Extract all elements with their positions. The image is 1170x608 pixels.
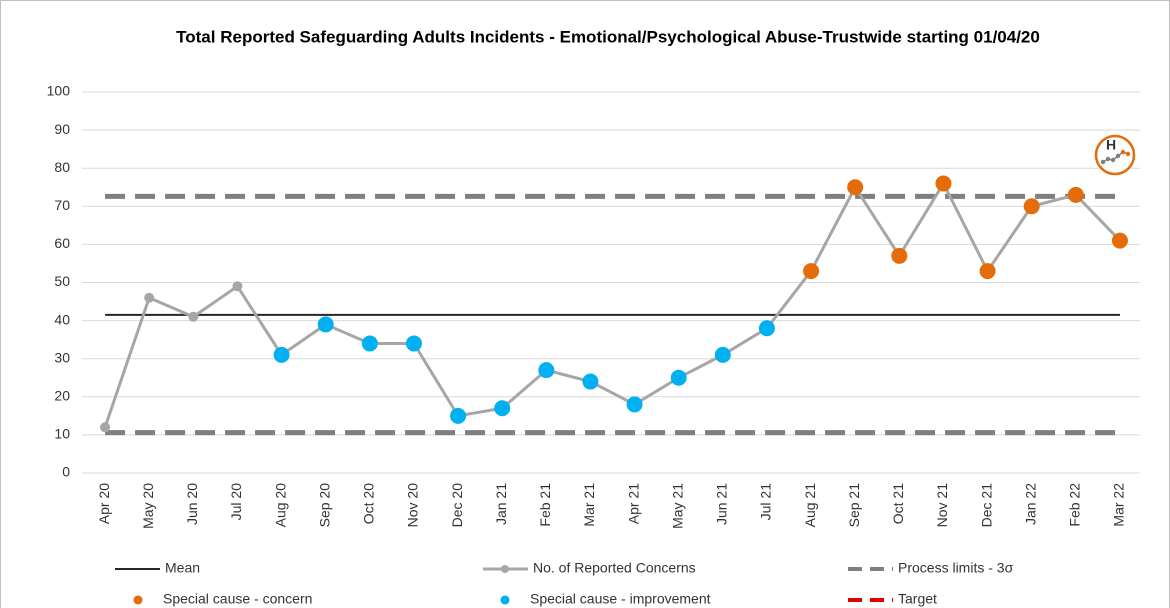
x-tick-label: Jan 21 bbox=[493, 483, 509, 525]
data-point bbox=[1067, 186, 1084, 203]
x-tick-label: Sep 21 bbox=[846, 483, 862, 528]
data-point bbox=[144, 292, 155, 303]
icon-dot bbox=[1110, 157, 1116, 163]
x-tick-label: Jul 20 bbox=[228, 483, 244, 521]
icon-dot bbox=[1105, 156, 1111, 162]
x-tick-label: Oct 21 bbox=[890, 483, 906, 524]
y-tick-label: 0 bbox=[62, 464, 70, 480]
x-tick-label: Jan 22 bbox=[1022, 483, 1038, 525]
x-tick-label: Aug 20 bbox=[272, 483, 288, 528]
legend-marker bbox=[133, 595, 143, 605]
data-point bbox=[758, 320, 775, 337]
data-point bbox=[361, 335, 378, 352]
data-point bbox=[317, 316, 334, 333]
y-tick-label: 50 bbox=[54, 273, 70, 289]
data-point bbox=[188, 311, 199, 322]
variation-icon bbox=[1094, 134, 1136, 176]
legend-label: Target bbox=[898, 591, 937, 607]
data-point bbox=[450, 407, 467, 424]
y-tick-label: 10 bbox=[54, 426, 70, 442]
data-point bbox=[847, 179, 864, 196]
x-tick-label: Dec 20 bbox=[449, 483, 465, 528]
icon-dot bbox=[1125, 151, 1131, 157]
y-tick-label: 60 bbox=[54, 235, 70, 251]
x-tick-label: May 21 bbox=[669, 483, 685, 529]
x-tick-label: Nov 20 bbox=[405, 483, 421, 528]
legend-label: Special cause - concern bbox=[163, 591, 312, 607]
data-point bbox=[494, 400, 511, 417]
data-point bbox=[538, 362, 555, 379]
legend-label: Mean bbox=[165, 560, 200, 576]
icon-dot bbox=[1115, 153, 1121, 159]
data-point bbox=[1111, 232, 1128, 249]
legend-label: No. of Reported Concerns bbox=[533, 560, 696, 576]
data-point bbox=[935, 175, 952, 192]
x-tick-label: Nov 21 bbox=[934, 483, 950, 528]
data-point bbox=[979, 263, 996, 280]
x-tick-label: Apr 21 bbox=[625, 483, 641, 524]
y-tick-label: 20 bbox=[54, 388, 70, 404]
y-tick-label: 40 bbox=[54, 311, 70, 327]
y-tick-label: 70 bbox=[54, 197, 70, 213]
series-line bbox=[103, 180, 1122, 428]
x-tick-label: Sep 20 bbox=[316, 483, 332, 528]
data-point bbox=[803, 263, 820, 280]
x-tick-label: Oct 20 bbox=[361, 483, 377, 524]
data-point bbox=[891, 247, 908, 264]
data-point bbox=[582, 373, 599, 390]
x-tick-label: May 20 bbox=[140, 483, 156, 529]
x-tick-label: Mar 21 bbox=[581, 483, 597, 527]
x-tick-label: Dec 21 bbox=[978, 483, 994, 528]
x-tick-label: Mar 22 bbox=[1111, 483, 1127, 527]
x-tick-label: Jun 20 bbox=[184, 483, 200, 525]
icon-dot bbox=[1120, 149, 1126, 155]
legend-label: Process limits - 3σ bbox=[898, 560, 1014, 576]
x-tick-label: Aug 21 bbox=[802, 483, 818, 528]
x-tick-label: Feb 22 bbox=[1067, 483, 1083, 527]
x-tick-label: Feb 21 bbox=[537, 483, 553, 527]
data-point bbox=[100, 422, 111, 433]
y-tick-label: 30 bbox=[54, 349, 70, 365]
x-tick-label: Apr 20 bbox=[96, 483, 112, 524]
icon-dot bbox=[1100, 159, 1106, 165]
icon-label: H bbox=[1106, 137, 1116, 153]
chart-title: Total Reported Safeguarding Adults Incid… bbox=[176, 27, 1040, 46]
data-point bbox=[670, 369, 687, 386]
legend-marker bbox=[501, 565, 509, 573]
legend-marker bbox=[500, 595, 510, 605]
data-point bbox=[232, 281, 243, 292]
legend-label: Special cause - improvement bbox=[530, 591, 711, 607]
y-tick-label: 80 bbox=[54, 159, 70, 175]
x-tick-label: Jul 21 bbox=[758, 483, 774, 521]
data-point bbox=[626, 396, 643, 413]
y-tick-label: 90 bbox=[54, 121, 70, 137]
x-tick-label: Jun 21 bbox=[714, 483, 730, 525]
data-point bbox=[405, 335, 422, 352]
data-point bbox=[714, 346, 731, 363]
data-point bbox=[273, 346, 290, 363]
y-tick-label: 100 bbox=[47, 83, 71, 99]
data-point bbox=[1023, 198, 1040, 215]
